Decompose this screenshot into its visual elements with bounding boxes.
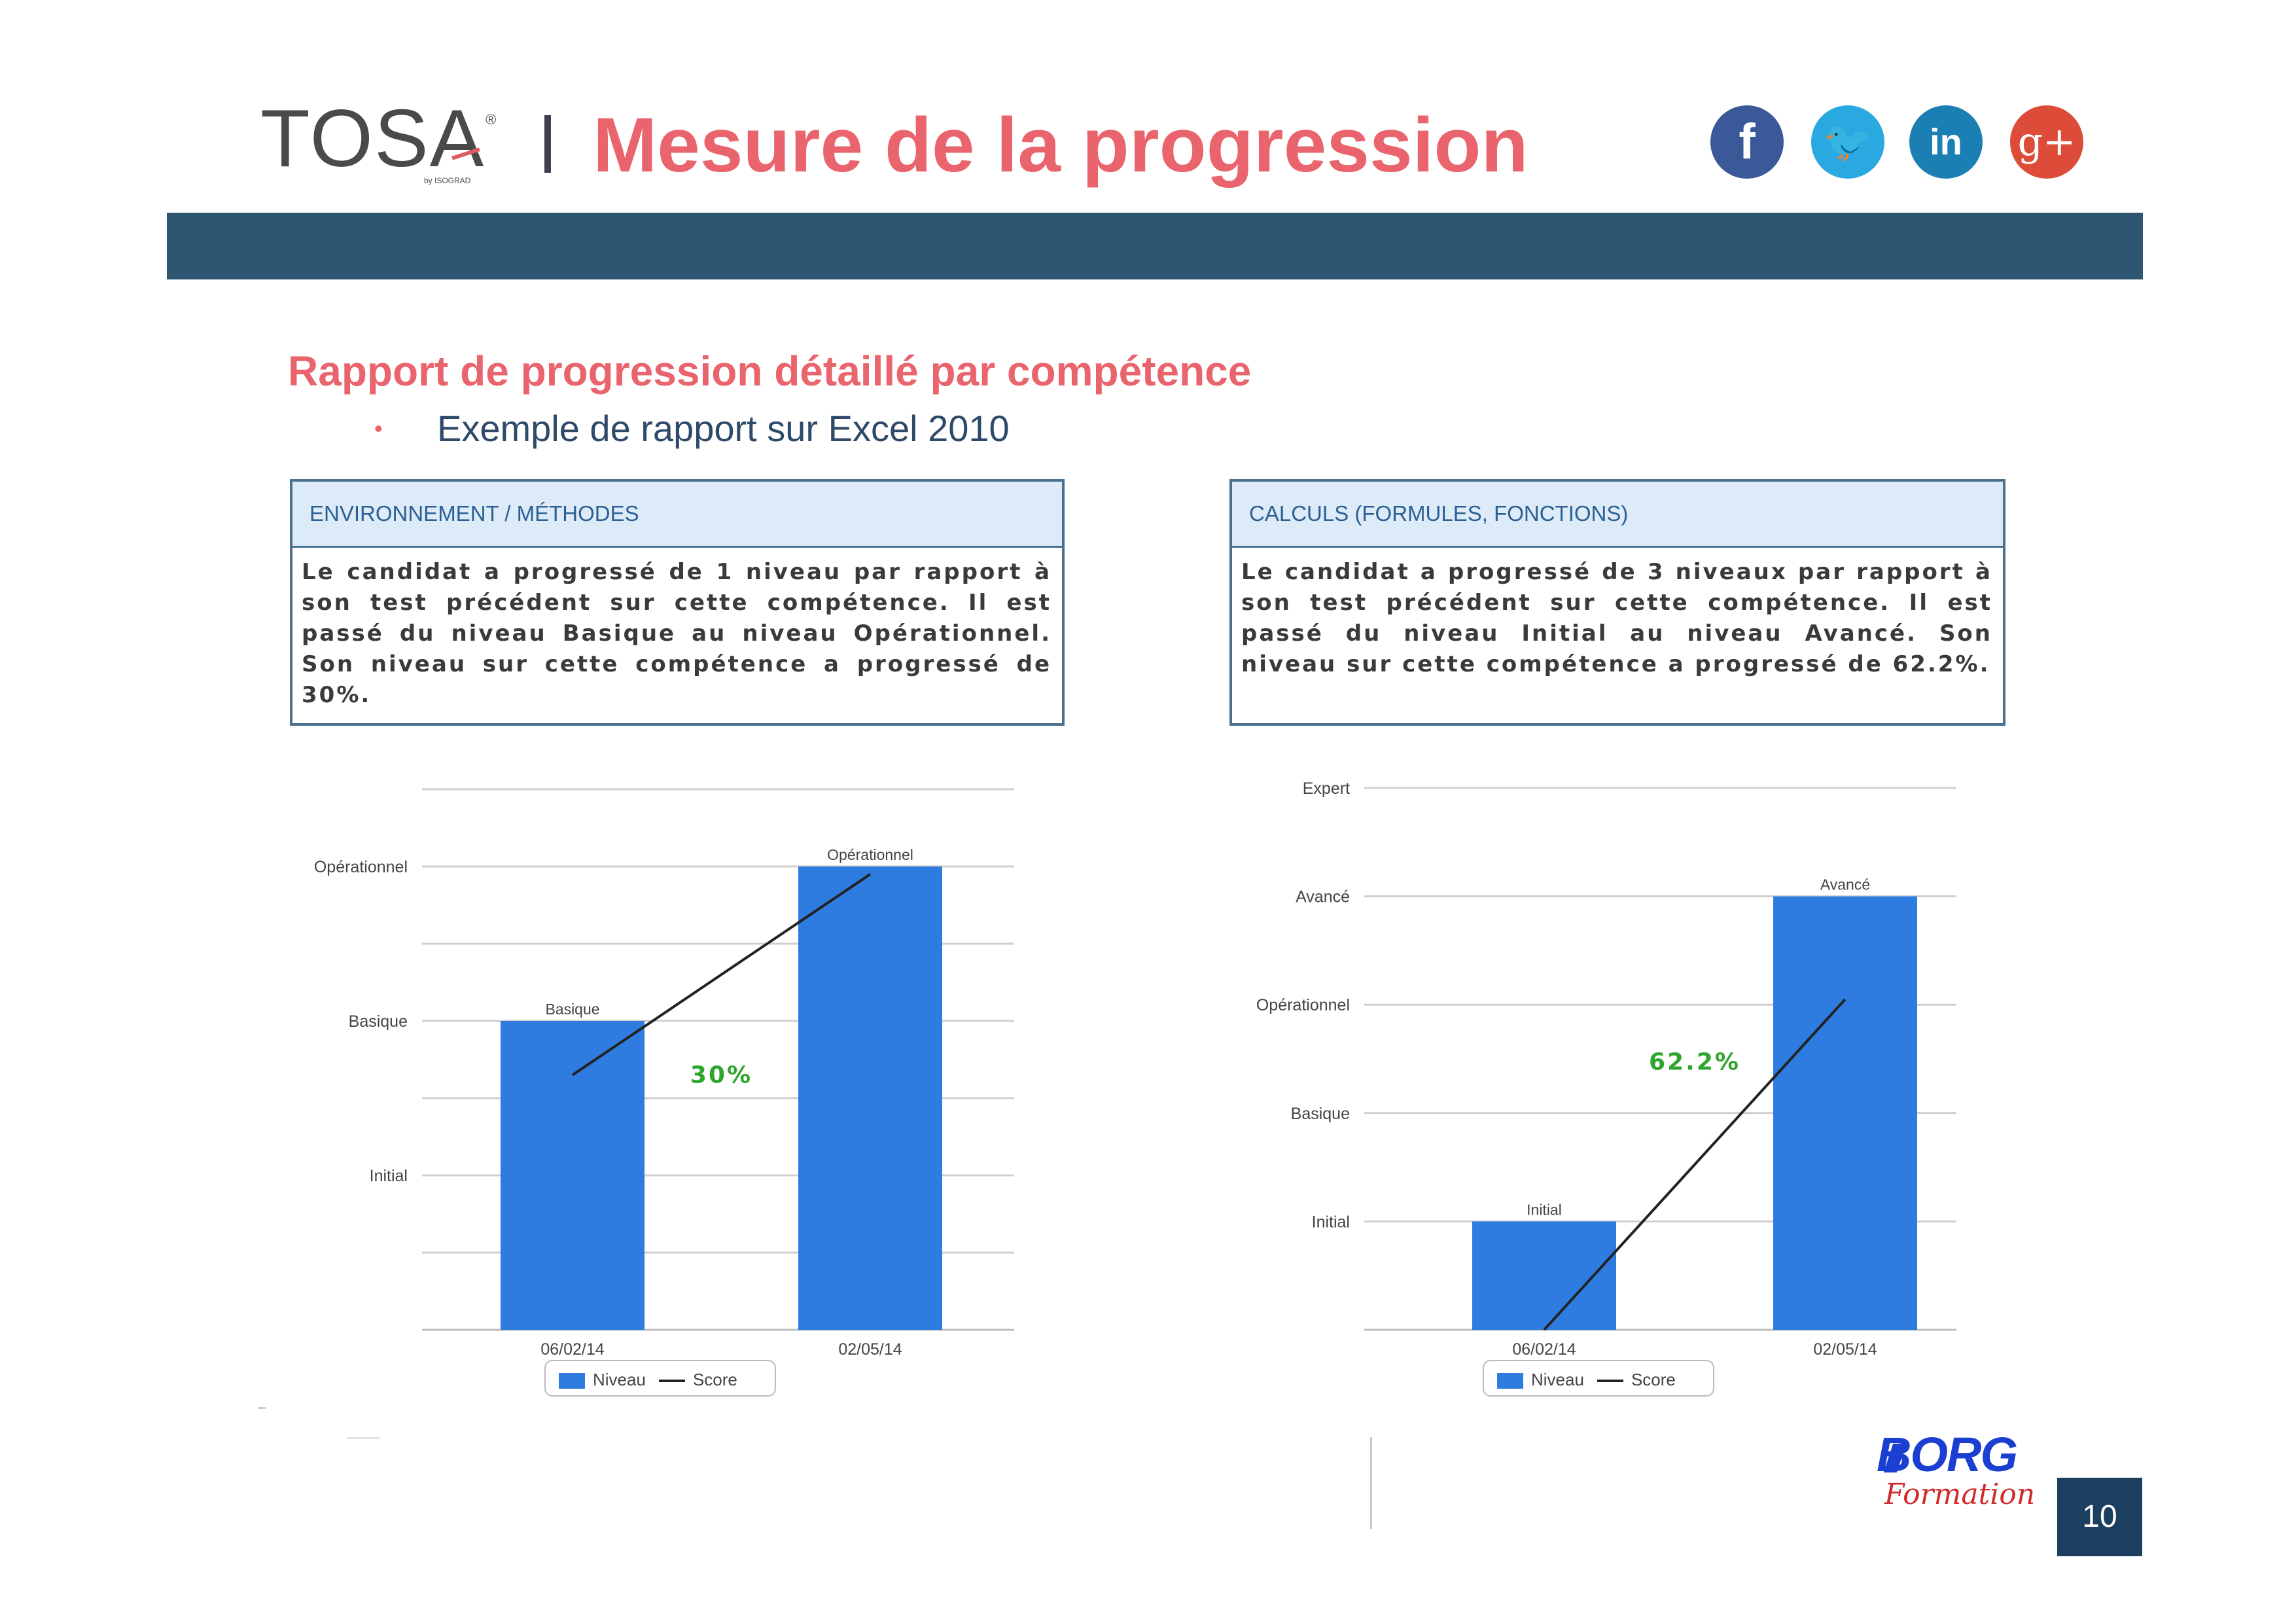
y-tick-label: Opérationnel xyxy=(314,858,408,876)
legend-line-swatch xyxy=(1597,1380,1623,1383)
report-box-header: ENVIRONNEMENT / MÉTHODES xyxy=(292,482,1062,548)
legend-bar-swatch xyxy=(559,1373,585,1389)
bar-data-label: Opérationnel xyxy=(827,846,913,863)
borg-logo: BORG xyxy=(1877,1427,2018,1482)
progress-percent-label: 62.2% xyxy=(1649,1049,1740,1076)
footer-separator xyxy=(1370,1437,1372,1529)
footer-mark xyxy=(347,1437,380,1439)
bar xyxy=(1773,896,1917,1330)
report-box-text: Le candidat a progressé de 3 niveaux par… xyxy=(1241,559,1992,677)
x-tick-label: 02/05/14 xyxy=(838,1340,902,1359)
legend-score: Score xyxy=(1631,1370,1676,1389)
legend-niveau: Niveau xyxy=(593,1370,646,1389)
linkedin-glyph: in xyxy=(1930,121,1962,162)
score-line xyxy=(1543,998,1846,1331)
y-tick-label: Opérationnel xyxy=(1256,996,1350,1014)
title-separator xyxy=(544,115,551,173)
facebook-icon[interactable]: f xyxy=(1710,105,1784,179)
legend-niveau: Niveau xyxy=(1531,1370,1584,1389)
chart-legend: Niveau Score xyxy=(544,1360,776,1397)
section-heading: Rapport de progression détaillé par comp… xyxy=(288,348,1252,395)
twitter-icon[interactable]: 🐦 xyxy=(1811,105,1884,179)
report-box-environment: ENVIRONNEMENT / MÉTHODES Le candidat a p… xyxy=(290,479,1065,726)
page-number: 10 xyxy=(2057,1478,2142,1556)
google-plus-glyph: g+ xyxy=(2017,119,2076,165)
bar-data-label: Avancé xyxy=(1820,876,1870,893)
chart-legend: Niveau Score xyxy=(1483,1360,1714,1397)
legend-score: Score xyxy=(692,1370,737,1389)
registered-mark: ® xyxy=(486,111,497,128)
x-tick-label: 06/02/14 xyxy=(1512,1340,1576,1359)
y-tick-label: Avancé xyxy=(1296,888,1350,906)
footer-mark xyxy=(258,1407,266,1409)
y-tick-label: Initial xyxy=(1312,1213,1350,1231)
tosa-logo: TOSA xyxy=(260,94,486,184)
y-tick-label: Basique xyxy=(1291,1105,1350,1123)
report-box-header: CALCULS (FORMULES, FONCTIONS) xyxy=(1232,482,2003,548)
bar xyxy=(501,1021,645,1330)
x-tick-label: 06/02/14 xyxy=(540,1340,604,1359)
score-line xyxy=(571,873,872,1077)
x-tick-label: 02/05/14 xyxy=(1813,1340,1877,1359)
report-box-calculs: CALCULS (FORMULES, FONCTIONS) Le candida… xyxy=(1229,479,2005,726)
y-tick-label: Basique xyxy=(349,1012,408,1031)
bullet-text: Exemple de rapport sur Excel 2010 xyxy=(437,408,1010,449)
logo-subtitle: by ISOGRAD xyxy=(424,176,471,185)
borg-logo-subtitle: Formation xyxy=(1884,1478,2036,1511)
bullet-marker: • xyxy=(374,415,383,442)
progress-chart-environment: Initial Basique Opérationnel Basique Opérati… xyxy=(314,788,1014,1359)
y-tick-label: Expert xyxy=(1303,779,1350,798)
bar-data-label: Initial xyxy=(1527,1201,1562,1218)
header-band xyxy=(167,213,2143,279)
twitter-glyph: 🐦 xyxy=(1823,120,1873,164)
google-plus-icon[interactable]: g+ xyxy=(2010,105,2083,179)
linkedin-icon[interactable]: in xyxy=(1909,105,1983,179)
y-tick-label: Initial xyxy=(370,1167,408,1185)
legend-bar-swatch xyxy=(1497,1373,1523,1389)
facebook-glyph: f xyxy=(1739,114,1756,169)
bar-data-label: Basique xyxy=(545,1001,599,1018)
report-box-text: Le candidat a progressé de 1 niveau par … xyxy=(302,559,1051,708)
page-title: Mesure de la progression xyxy=(593,102,1528,188)
progress-chart-calculs: Initial Basique Opérationnel Avancé Expert In… xyxy=(1256,779,1956,1359)
progress-percent-label: 30% xyxy=(690,1061,752,1088)
bar xyxy=(798,866,942,1330)
legend-line-swatch xyxy=(658,1380,685,1383)
